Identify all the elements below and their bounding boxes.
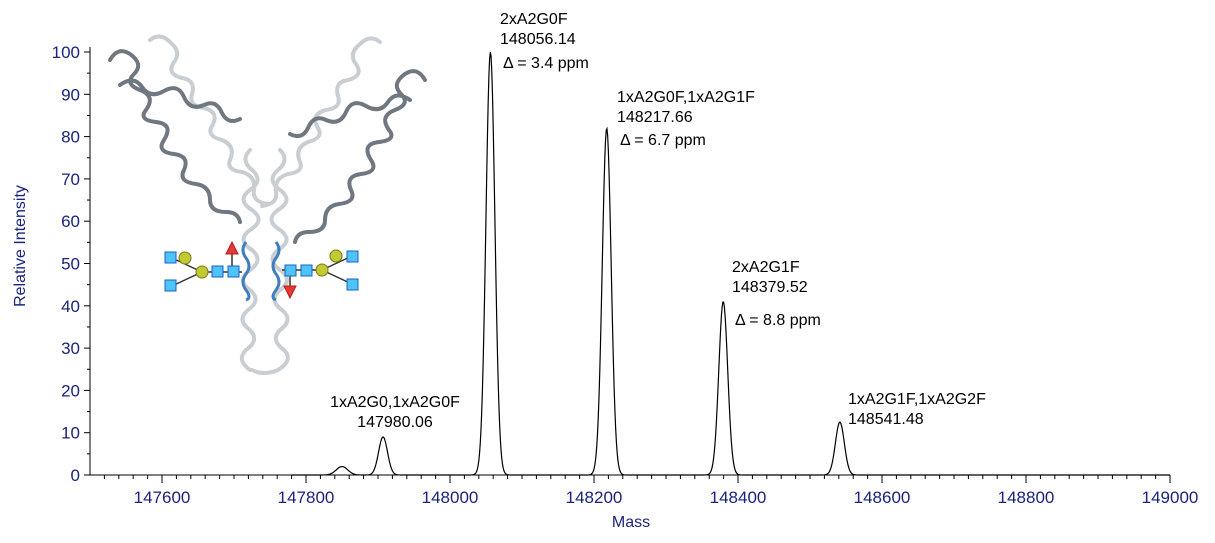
peak-annotation: 1xA2G0F,1xA2G1F 148217.66 Δ = 6.7 ppm (617, 89, 755, 149)
antibody-fc-light (239, 148, 290, 375)
peak-annotation: 1xA2G1F,1xA2G2F 148541.48 (848, 391, 986, 428)
antibody-fab-left-light (148, 34, 270, 206)
antibody-fab-right-dark (288, 69, 427, 244)
peak-annotation-text: 148056.14 (500, 31, 576, 48)
y-tick-label: 30 (61, 339, 80, 358)
glcnac-square (284, 264, 297, 277)
y-axis-title: Relative Intensity (12, 185, 29, 307)
y-tick-label: 10 (61, 424, 80, 443)
glcnac-square (164, 251, 177, 264)
glcnac-square (346, 278, 359, 291)
y-tick-label: 70 (61, 170, 80, 189)
spectrum-trace-layer (291, 52, 1170, 476)
peak-annotation: 2xA2G1F 148379.52 Δ = 8.8 ppm (732, 259, 821, 329)
y-tick-label: 50 (61, 255, 80, 274)
glycan-right (282, 249, 359, 300)
antibody-illustration (108, 34, 427, 375)
x-tick-label: 148400 (710, 488, 767, 507)
antibody-fab-left-dark (108, 49, 242, 224)
peak-annotation-text: 1xA2G0F,1xA2G1F (617, 89, 755, 106)
x-tick-label: 147600 (134, 488, 191, 507)
glycan-left (164, 240, 242, 292)
x-tick-label: 148800 (998, 488, 1055, 507)
glcnac-square (164, 279, 177, 292)
x-tick-label: 148600 (854, 488, 911, 507)
y-tick-label: 100 (52, 43, 80, 62)
peak-annotation-text: Δ = 3.4 ppm (503, 55, 589, 72)
galactose-circle (329, 249, 343, 263)
glcnac-square (211, 265, 224, 278)
peptide-strand-left (241, 241, 251, 302)
glcnac-square (346, 250, 359, 263)
annotations-layer: 1xA2G0,1xA2G0F 147980.06 2xA2G0F 148056.14 Δ… (330, 11, 986, 431)
antibody-fab-right-light (260, 36, 382, 208)
peak-annotation-text: 2xA2G0F (500, 11, 568, 28)
x-tick-label: 149000 (1142, 488, 1199, 507)
y-tick-label: 0 (71, 466, 80, 485)
x-tick-label: 148000 (422, 488, 479, 507)
peak-annotation: 1xA2G0,1xA2G0F 147980.06 (330, 394, 460, 431)
peak-annotation-text: Δ = 6.7 ppm (620, 132, 706, 149)
peak-annotation-text: Δ = 8.8 ppm (735, 312, 821, 329)
y-tick-label: 20 (61, 381, 80, 400)
peak-annotation-text: 2xA2G1F (732, 259, 800, 276)
spectrum-trace (291, 52, 1170, 476)
y-tick-label: 80 (61, 128, 80, 147)
mannose-circle (195, 265, 209, 279)
x-axis-title: Mass (612, 514, 650, 531)
galactose-circle (178, 251, 192, 265)
fucose-triangle (225, 240, 239, 255)
fucose-triangle (283, 285, 297, 300)
peak-annotation-text: 148217.66 (617, 109, 693, 126)
mannose-circle (315, 263, 329, 277)
peak-annotation-text: 148379.52 (732, 279, 808, 296)
axes: 0 10 20 30 40 50 60 70 80 90 100 147600 147800 148000… (52, 43, 1199, 507)
x-tick-label: 148200 (566, 488, 623, 507)
glcnac-square (227, 265, 240, 278)
y-tick-label: 90 (61, 85, 80, 104)
y-tick-label: 40 (61, 297, 80, 316)
peak-annotation: 2xA2G0F 148056.14 Δ = 3.4 ppm (500, 11, 589, 72)
peak-annotation-text: 147980.06 (357, 414, 433, 431)
x-tick-label: 147800 (278, 488, 335, 507)
glcnac-square (300, 264, 313, 277)
y-tick-label: 60 (61, 212, 80, 231)
peak-annotation-text: 1xA2G0,1xA2G0F (330, 394, 460, 411)
peak-annotation-text: 148541.48 (848, 411, 924, 428)
peptide-strand-right (271, 241, 281, 302)
peak-annotation-text: 1xA2G1F,1xA2G2F (848, 391, 986, 408)
